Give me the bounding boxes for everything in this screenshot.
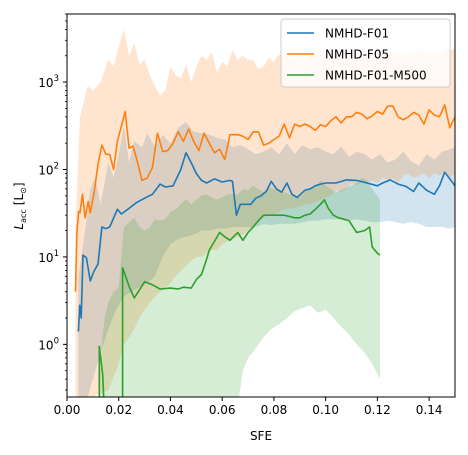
x-axis-label: SFE bbox=[250, 429, 272, 443]
line-nmhd-f01 bbox=[77, 152, 455, 332]
x-tick-label: 0.14 bbox=[416, 403, 443, 417]
x-tick-label: 0.10 bbox=[312, 403, 339, 417]
x-tick-label: 0.04 bbox=[157, 403, 184, 417]
y-axis-label-unit: [L bbox=[12, 194, 26, 206]
band-nmhd-f01 bbox=[78, 121, 455, 397]
x-tick-label: 0.12 bbox=[364, 403, 391, 417]
series-lines bbox=[74, 103, 455, 397]
x-tick-label: 0.00 bbox=[54, 403, 81, 417]
line-nmhd-f01-m500-seg2 bbox=[121, 199, 381, 397]
y-tick-label: 101 bbox=[38, 249, 59, 265]
band-nmhd-f05 bbox=[75, 29, 455, 397]
y-axis-label: Lacc [L⊙] bbox=[12, 182, 28, 229]
band-nmhd-f01-m500 bbox=[99, 178, 381, 397]
confidence-bands bbox=[75, 29, 455, 397]
plot-frame bbox=[66, 13, 456, 398]
x-axis-ticks: 0.00 0.02 0.04 0.06 0.08 0.10 0.12 0.14 bbox=[54, 397, 443, 417]
line-nmhd-f01-m500-seg1 bbox=[98, 345, 105, 397]
line-nmhd-f05 bbox=[74, 103, 455, 292]
y-axis-label-close: ] bbox=[12, 182, 26, 187]
x-tick-label: 0.06 bbox=[209, 403, 236, 417]
x-tick-label: 0.02 bbox=[105, 403, 132, 417]
legend: NMHD-F01 NMHD-F05 NMHD-F01-M500 bbox=[280, 18, 451, 88]
x-tick-label: 0.08 bbox=[261, 403, 288, 417]
legend-box bbox=[280, 18, 451, 88]
y-axis-ticks: 100 101 102 103 bbox=[38, 13, 67, 391]
legend-label-nmhd-f01-m500: NMHD-F01-M500 bbox=[325, 69, 427, 83]
legend-label-nmhd-f05: NMHD-F05 bbox=[325, 48, 389, 62]
y-tick-label: 102 bbox=[38, 161, 59, 177]
y-tick-label: 103 bbox=[38, 74, 59, 90]
y-tick-label: 100 bbox=[38, 336, 59, 352]
legend-label-nmhd-f01: NMHD-F01 bbox=[325, 27, 389, 41]
y-axis-label-sub: acc bbox=[19, 209, 28, 223]
legend-items: NMHD-F01 NMHD-F05 NMHD-F01-M500 bbox=[287, 27, 427, 83]
y-axis-label-main: L bbox=[12, 223, 26, 230]
y-axis-label-unit-sub: ⊙ bbox=[19, 187, 28, 194]
